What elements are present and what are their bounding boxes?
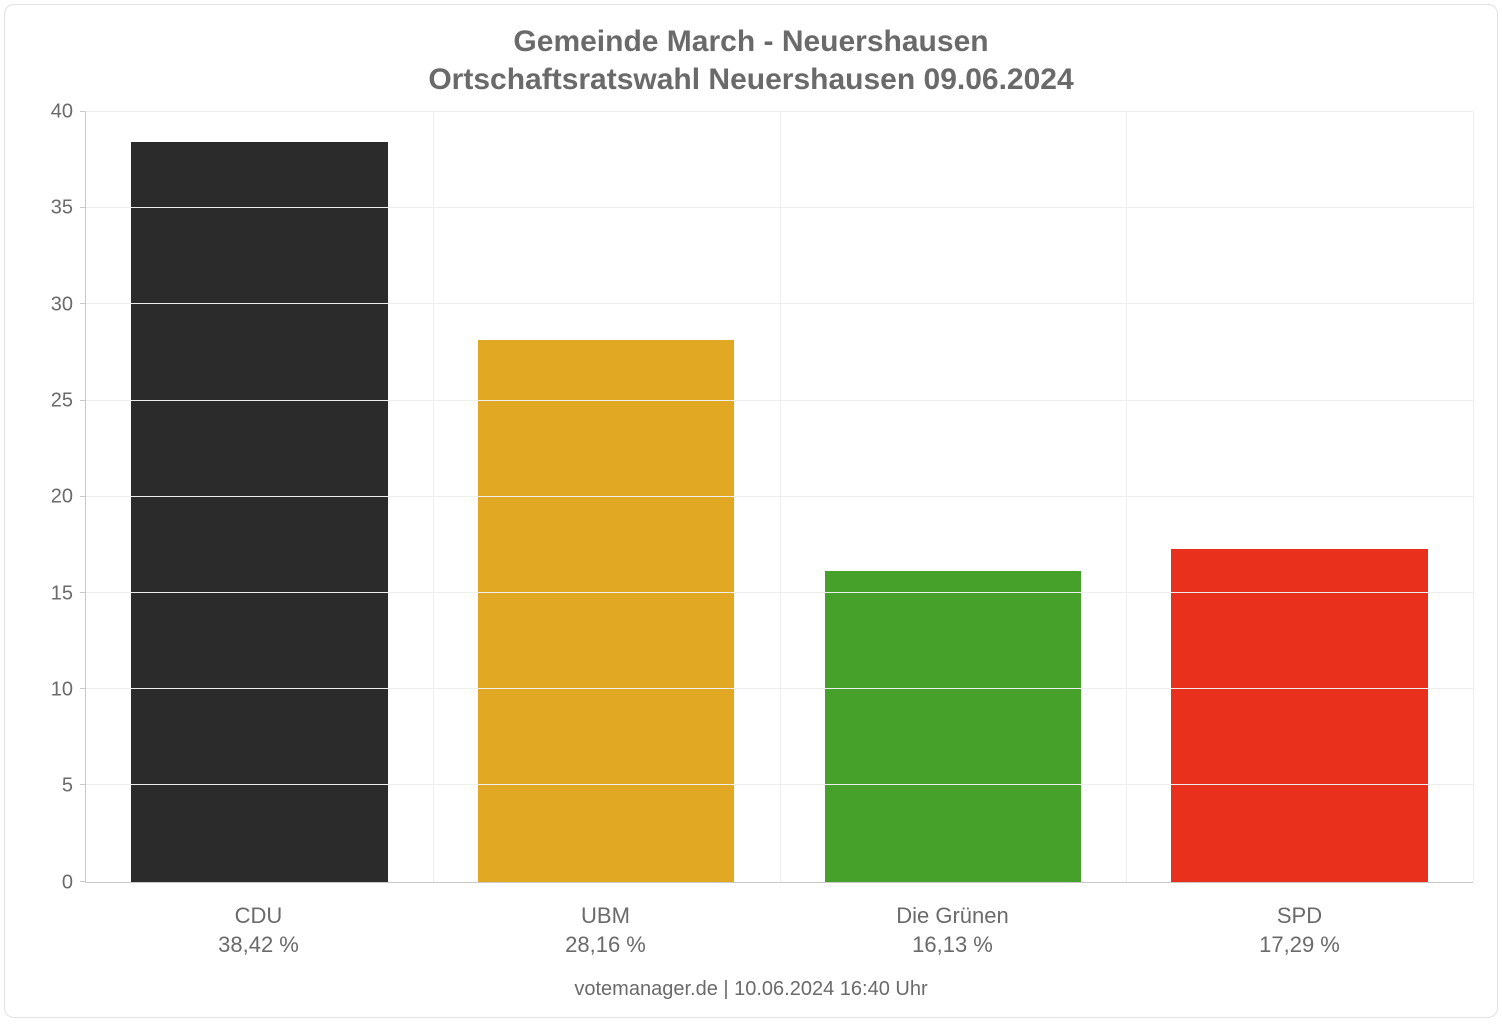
y-tick-label: 20 bbox=[51, 486, 73, 509]
y-tick-mark bbox=[80, 111, 86, 112]
y-tick-mark bbox=[80, 592, 86, 593]
y-tick-label: 30 bbox=[51, 293, 73, 316]
bar-slot bbox=[780, 112, 1127, 882]
y-tick-label: 15 bbox=[51, 582, 73, 605]
y-tick-label: 25 bbox=[51, 389, 73, 412]
bar-die-grünen bbox=[825, 571, 1082, 881]
x-axis: CDU38,42 %UBM28,16 %Die Grünen16,13 %SPD… bbox=[85, 901, 1473, 960]
bar-slot bbox=[433, 112, 780, 882]
x-label-name: Die Grünen bbox=[779, 901, 1126, 931]
vgridline bbox=[780, 112, 781, 882]
y-tick-label: 0 bbox=[62, 871, 73, 894]
y-tick-label: 35 bbox=[51, 197, 73, 220]
bar-spd bbox=[1171, 549, 1428, 882]
x-label-name: SPD bbox=[1126, 901, 1473, 931]
chart-title: Gemeinde March - Neuershausen Ortschafts… bbox=[29, 23, 1473, 98]
vgridline bbox=[1473, 112, 1474, 882]
chart-area: 0510152025303540 CDU38,42 %UBM28,16 %Die… bbox=[29, 112, 1473, 960]
x-label-name: UBM bbox=[432, 901, 779, 931]
chart-title-line-1: Gemeinde March - Neuershausen bbox=[29, 23, 1473, 61]
bar-cdu bbox=[131, 142, 388, 881]
plot-row: 0510152025303540 bbox=[29, 112, 1473, 883]
y-tick-mark bbox=[80, 784, 86, 785]
chart-card: Gemeinde March - Neuershausen Ortschafts… bbox=[4, 4, 1498, 1018]
chart-title-line-2: Ortschaftsratswahl Neuershausen 09.06.20… bbox=[29, 61, 1473, 99]
x-label: SPD17,29 % bbox=[1126, 901, 1473, 960]
y-tick-mark bbox=[80, 207, 86, 208]
x-label-pct: 16,13 % bbox=[779, 930, 1126, 960]
x-label-name: CDU bbox=[85, 901, 432, 931]
y-tick-label: 10 bbox=[51, 678, 73, 701]
chart-footer: votemanager.de | 10.06.2024 16:40 Uhr bbox=[29, 978, 1473, 1001]
x-label-pct: 38,42 % bbox=[85, 930, 432, 960]
y-tick-mark bbox=[80, 496, 86, 497]
bar-ubm bbox=[478, 340, 735, 882]
y-tick-mark bbox=[80, 688, 86, 689]
x-label: CDU38,42 % bbox=[85, 901, 432, 960]
x-label-pct: 28,16 % bbox=[432, 930, 779, 960]
bar-slot bbox=[1126, 112, 1473, 882]
plot bbox=[85, 112, 1473, 883]
y-axis: 0510152025303540 bbox=[29, 112, 85, 883]
x-label-pct: 17,29 % bbox=[1126, 930, 1473, 960]
x-label: Die Grünen16,13 % bbox=[779, 901, 1126, 960]
y-tick-mark bbox=[80, 400, 86, 401]
y-tick-mark bbox=[80, 303, 86, 304]
vgridline bbox=[1126, 112, 1127, 882]
y-tick-mark bbox=[80, 881, 86, 882]
y-tick-label: 5 bbox=[62, 775, 73, 798]
x-label: UBM28,16 % bbox=[432, 901, 779, 960]
vgridline bbox=[433, 112, 434, 882]
y-tick-label: 40 bbox=[51, 101, 73, 124]
bar-slot bbox=[86, 112, 433, 882]
